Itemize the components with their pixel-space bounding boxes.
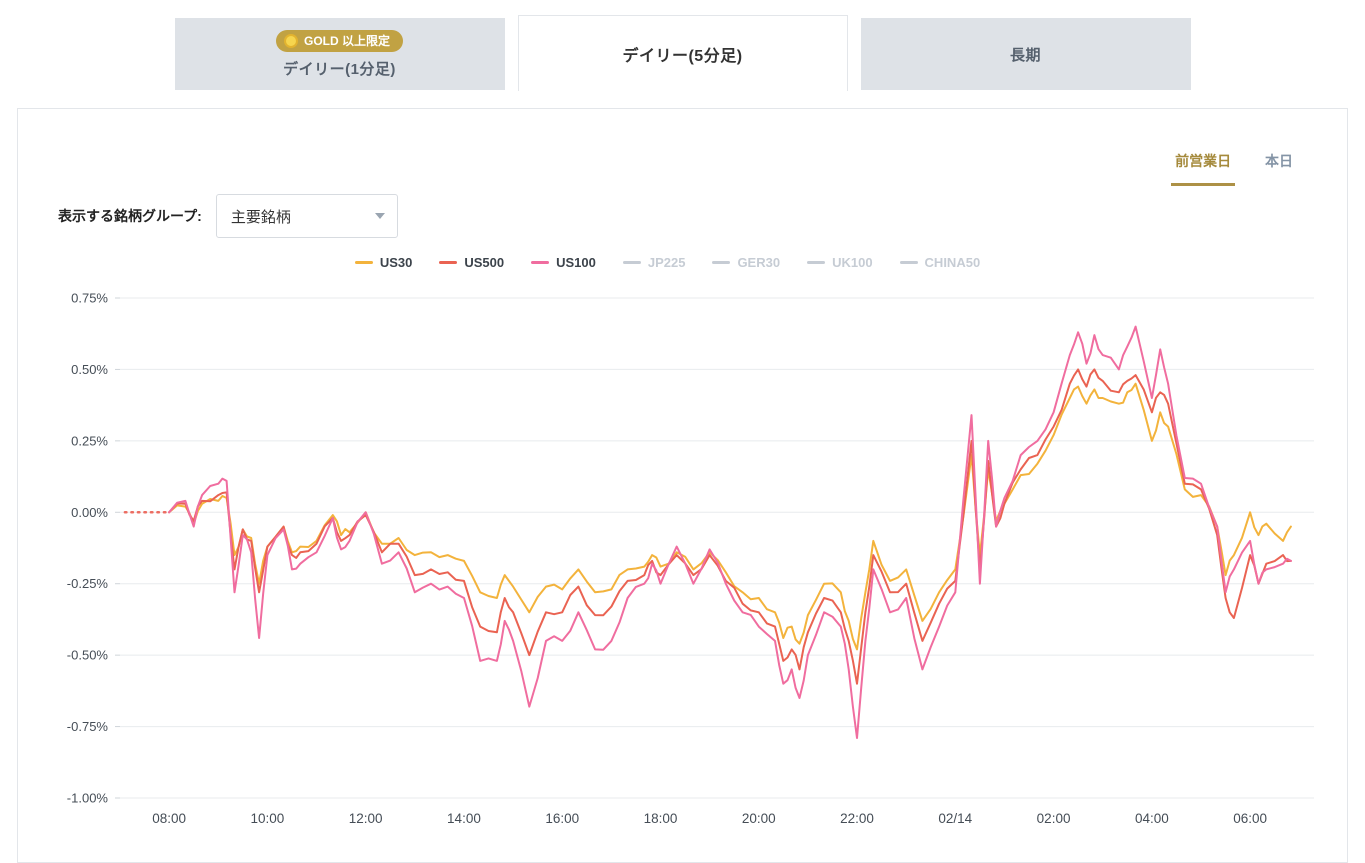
svg-text:14:00: 14:00: [447, 811, 481, 826]
legend-item-us500[interactable]: US500: [439, 255, 504, 270]
svg-text:0.75%: 0.75%: [71, 291, 108, 306]
legend-label: JP225: [647, 254, 686, 270]
tab-daily-1min[interactable]: GOLD 以上限定 デイリー(1分足): [174, 18, 505, 90]
gold-plan-badge: GOLD 以上限定: [276, 29, 403, 52]
legend-item-us30[interactable]: US30: [354, 254, 413, 270]
svg-text:08:00: 08:00: [152, 811, 186, 826]
period-toggle: 前営業日 本日: [42, 151, 1293, 186]
legend-swatch: [712, 260, 731, 264]
svg-text:06:00: 06:00: [1233, 811, 1267, 826]
tab-label-daily-5min: デイリー(5分足): [622, 47, 743, 65]
legend-swatch: [439, 260, 458, 264]
svg-text:20:00: 20:00: [742, 811, 776, 826]
chart-period-tabs: GOLD 以上限定 デイリー(1分足) デイリー(5分足) 長期: [0, 15, 1365, 91]
svg-text:10:00: 10:00: [251, 811, 285, 826]
legend-swatch: [622, 260, 641, 264]
performance-line-chart[interactable]: 0.75% 0.50% 0.25% 0.00% -0.25% -0.50% -0.75% -1…: [32, 278, 1332, 838]
svg-text:0.50%: 0.50%: [71, 362, 108, 377]
svg-text:02:00: 02:00: [1037, 811, 1071, 826]
svg-text:18:00: 18:00: [644, 811, 678, 826]
legend-label: US500: [464, 254, 505, 270]
chevron-down-icon: [374, 213, 385, 219]
chart-panel: 前営業日 本日 表示する銘柄グループ: 主要銘柄 US30 US500 US10…: [17, 108, 1348, 863]
svg-text:-0.75%: -0.75%: [67, 719, 109, 734]
symbol-group-selected-value: 主要銘柄: [230, 208, 291, 226]
svg-text:0.25%: 0.25%: [71, 433, 108, 448]
tab-label-daily-1min: デイリー(1分足): [283, 60, 396, 78]
svg-text:02/14: 02/14: [938, 811, 972, 826]
svg-text:-0.50%: -0.50%: [67, 648, 109, 663]
tab-label-long-term: 長期: [1009, 46, 1041, 64]
today-link[interactable]: 本日: [1265, 153, 1293, 169]
legend-label: CHINA50: [924, 254, 981, 270]
legend-label: US30: [379, 254, 413, 270]
svg-text:04:00: 04:00: [1135, 811, 1169, 826]
symbol-group-label: 表示する銘柄グループ:: [58, 208, 202, 224]
legend-label: UK100: [832, 254, 873, 270]
symbol-group-controls: 表示する銘柄グループ: 主要銘柄: [42, 194, 1293, 238]
chart-legend: US30 US500 US100 JP225 GER30 UK100 CHINA…: [42, 254, 1293, 270]
legend-item-jp225[interactable]: JP225: [622, 254, 686, 270]
legend-item-us100[interactable]: US100: [531, 255, 596, 270]
svg-text:0.00%: 0.00%: [71, 505, 108, 520]
legend-item-china50[interactable]: CHINA50: [899, 254, 981, 270]
legend-swatch: [807, 260, 826, 264]
legend-swatch: [531, 260, 550, 264]
legend-label: US100: [556, 254, 596, 270]
prev-business-day-link[interactable]: 前営業日: [1171, 153, 1236, 186]
svg-text:-1.00%: -1.00%: [67, 791, 109, 806]
tab-daily-5min[interactable]: デイリー(5分足): [517, 15, 848, 91]
svg-text:16:00: 16:00: [545, 811, 579, 826]
svg-text:22:00: 22:00: [840, 811, 874, 826]
legend-swatch: [354, 260, 373, 264]
gold-plan-badge-label: GOLD 以上限定: [304, 33, 390, 48]
legend-item-ger30[interactable]: GER30: [712, 255, 780, 270]
gold-coin-icon: [284, 33, 298, 48]
svg-text:-0.25%: -0.25%: [67, 576, 109, 591]
legend-swatch: [899, 260, 918, 264]
symbol-group-select[interactable]: 主要銘柄: [215, 194, 398, 238]
svg-text:12:00: 12:00: [349, 811, 383, 826]
legend-item-uk100[interactable]: UK100: [807, 254, 873, 270]
legend-label: GER30: [737, 254, 781, 270]
tab-long-term[interactable]: 長期: [860, 18, 1191, 90]
